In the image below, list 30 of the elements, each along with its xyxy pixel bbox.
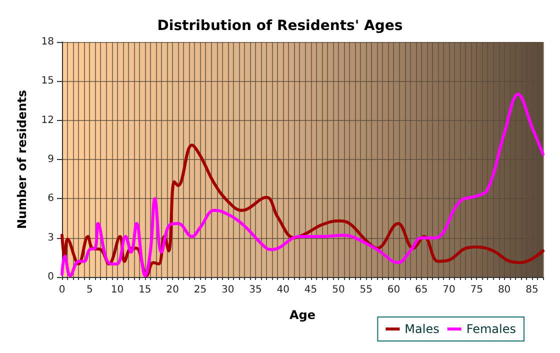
y-tick-label: 12 xyxy=(41,114,54,126)
x-axis-title: Age xyxy=(289,308,316,322)
y-tick-label: 0 xyxy=(48,272,54,282)
x-tick-label: 40 xyxy=(276,284,290,296)
legend-label: Females xyxy=(466,322,516,336)
x-tick-label: 45 xyxy=(304,284,318,296)
chart-title: Distribution of Residents' Ages xyxy=(157,18,403,34)
y-tick-label: 9 xyxy=(48,154,54,165)
x-tick-label: 70 xyxy=(442,284,456,296)
y-tick-label: 18 xyxy=(41,36,54,48)
x-tick-label: 85 xyxy=(526,284,538,296)
x-tick-label: 15 xyxy=(138,284,152,296)
x-tick-label: 50 xyxy=(332,284,345,296)
y-tick-label: 6 xyxy=(48,193,54,204)
x-tick-label: 25 xyxy=(194,284,207,296)
x-tick-label: 5 xyxy=(86,284,93,296)
legend-label: Males xyxy=(404,322,440,336)
x-tick-label: 55 xyxy=(360,284,372,296)
x-tick-label: 35 xyxy=(249,284,262,296)
x-tick-label: 0 xyxy=(58,284,66,296)
y-tick-label: 15 xyxy=(41,76,54,87)
x-tick-label: 30 xyxy=(221,284,234,296)
x-tick-label: 60 xyxy=(387,284,400,296)
x-tick-label: 75 xyxy=(470,284,484,296)
x-tick-label: 65 xyxy=(415,284,428,296)
x-tick-label: 80 xyxy=(498,284,511,296)
y-tick-label: 3 xyxy=(48,232,54,244)
x-tick-label: 20 xyxy=(166,284,179,296)
x-tick-label: 10 xyxy=(110,284,124,296)
y-axis-title: Number of residents xyxy=(15,90,29,230)
